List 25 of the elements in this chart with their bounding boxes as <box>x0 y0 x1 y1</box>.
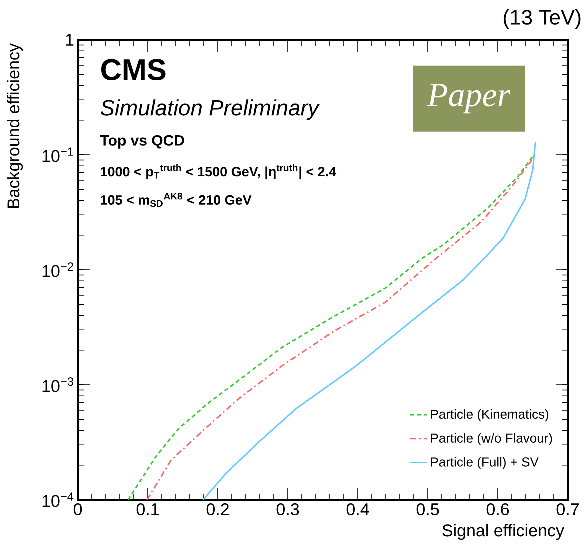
annotation: 105 < m$_{SD}$$^{AK8}$ < 210 GeV <box>101 193 252 208</box>
x-tick-label: 0.3 <box>276 504 300 516</box>
y-tick-label: 10$^{−4}$ <box>42 492 74 508</box>
text: (13 TeV) <box>504 10 581 30</box>
annotation: Paper <box>427 84 511 114</box>
y-tick-label: 10$^{−3}$ <box>42 378 74 392</box>
annotation: Simulation Preliminary <box>100 100 320 120</box>
x-axis-title: Signal efficiency <box>442 524 564 540</box>
y-tick-label: 10$^{−2}$ <box>42 262 74 278</box>
x-tick-label: 0.6 <box>486 504 510 516</box>
x-tick-label: 0.5 <box>416 504 440 516</box>
annotation: 1000 < p$_{T}$$^{truth}$ < 1500 GeV, |η$^{truth}$| < 2.4 <box>101 164 337 180</box>
x-tick-label: 0.7 <box>556 504 579 516</box>
legend-label: Particle (Kinematics) <box>431 409 549 422</box>
legend-label: Particle (Full) + SV <box>431 457 539 470</box>
y-tick-label: 10$^{−1}$ <box>42 148 74 162</box>
y-tick-label: 1 <box>66 34 74 46</box>
x-tick-label: 0 <box>74 504 82 516</box>
annotation: Top vs QCD <box>100 135 184 149</box>
x-tick-label: 0.1 <box>136 504 159 516</box>
x-tick-label: 0.2 <box>206 504 229 516</box>
x-tick-label: 0.4 <box>346 504 370 516</box>
legend-label: Particle (w/o Flavour) <box>431 433 552 446</box>
y-axis-title: Background efficiency <box>7 44 24 208</box>
annotation: CMS <box>101 59 166 81</box>
